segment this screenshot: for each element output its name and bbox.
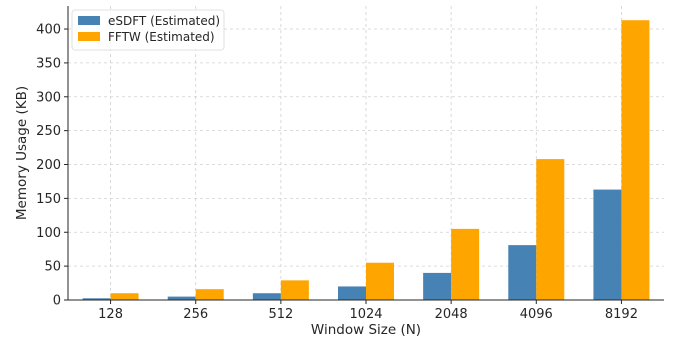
bar-fftw-512 bbox=[280, 280, 309, 300]
bar-fftw-1024 bbox=[366, 262, 394, 300]
y-tick-label-7: 350 bbox=[36, 56, 61, 71]
y-tick-label-6: 300 bbox=[36, 90, 61, 105]
x-tick-label-2: 512 bbox=[268, 307, 293, 322]
bar-esdft-256 bbox=[167, 296, 196, 300]
y-tick-label-0: 0 bbox=[53, 294, 61, 309]
bar-esdft-1024 bbox=[338, 286, 366, 300]
x-tick-label-1: 256 bbox=[183, 307, 208, 322]
x-axis-label: Window Size (N) bbox=[311, 322, 421, 338]
y-tick-label-8: 400 bbox=[36, 23, 61, 38]
legend-label-fftw: FFTW (Estimated) bbox=[108, 30, 215, 44]
y-tick-label-1: 50 bbox=[44, 260, 61, 275]
x-tick-label-3: 1024 bbox=[349, 307, 382, 322]
bar-esdft-512 bbox=[252, 293, 281, 300]
legend-label-esdft: eSDFT (Estimated) bbox=[108, 14, 220, 28]
bar-esdft-2048 bbox=[423, 272, 452, 300]
bar-fftw-2048 bbox=[451, 228, 480, 300]
bar-esdft-4096 bbox=[508, 245, 537, 300]
x-tick-label-4: 2048 bbox=[435, 307, 468, 322]
bar-fftw-8192 bbox=[621, 20, 650, 301]
y-tick-label-5: 250 bbox=[36, 124, 61, 139]
bar-fftw-256 bbox=[195, 289, 224, 300]
y-ticks: 0 50 100 150 200 250 300 350 400 bbox=[36, 23, 68, 309]
y-tick-label-4: 200 bbox=[36, 158, 61, 173]
bar-esdft-128 bbox=[82, 298, 111, 300]
bar-fftw-4096 bbox=[536, 159, 565, 300]
x-tick-label-5: 4096 bbox=[520, 307, 553, 322]
bar-fftw-128 bbox=[110, 293, 139, 300]
bar-esdft-8192 bbox=[593, 189, 622, 300]
legend-box bbox=[71, 9, 225, 51]
legend-swatch-esdft bbox=[78, 16, 100, 25]
legend: eSDFT (Estimated) FFTW (Estimated) bbox=[71, 9, 225, 51]
x-tick-label-0: 128 bbox=[98, 307, 123, 322]
bars bbox=[82, 20, 650, 301]
x-ticks: 128 256 512 1024 2048 4096 8192 bbox=[98, 300, 638, 322]
y-tick-label-2: 100 bbox=[36, 226, 61, 241]
x-tick-label-6: 8192 bbox=[605, 307, 638, 322]
y-tick-label-3: 150 bbox=[36, 192, 61, 207]
legend-swatch-fftw bbox=[78, 32, 100, 41]
y-axis-label: Memory Usage (KB) bbox=[14, 86, 30, 220]
